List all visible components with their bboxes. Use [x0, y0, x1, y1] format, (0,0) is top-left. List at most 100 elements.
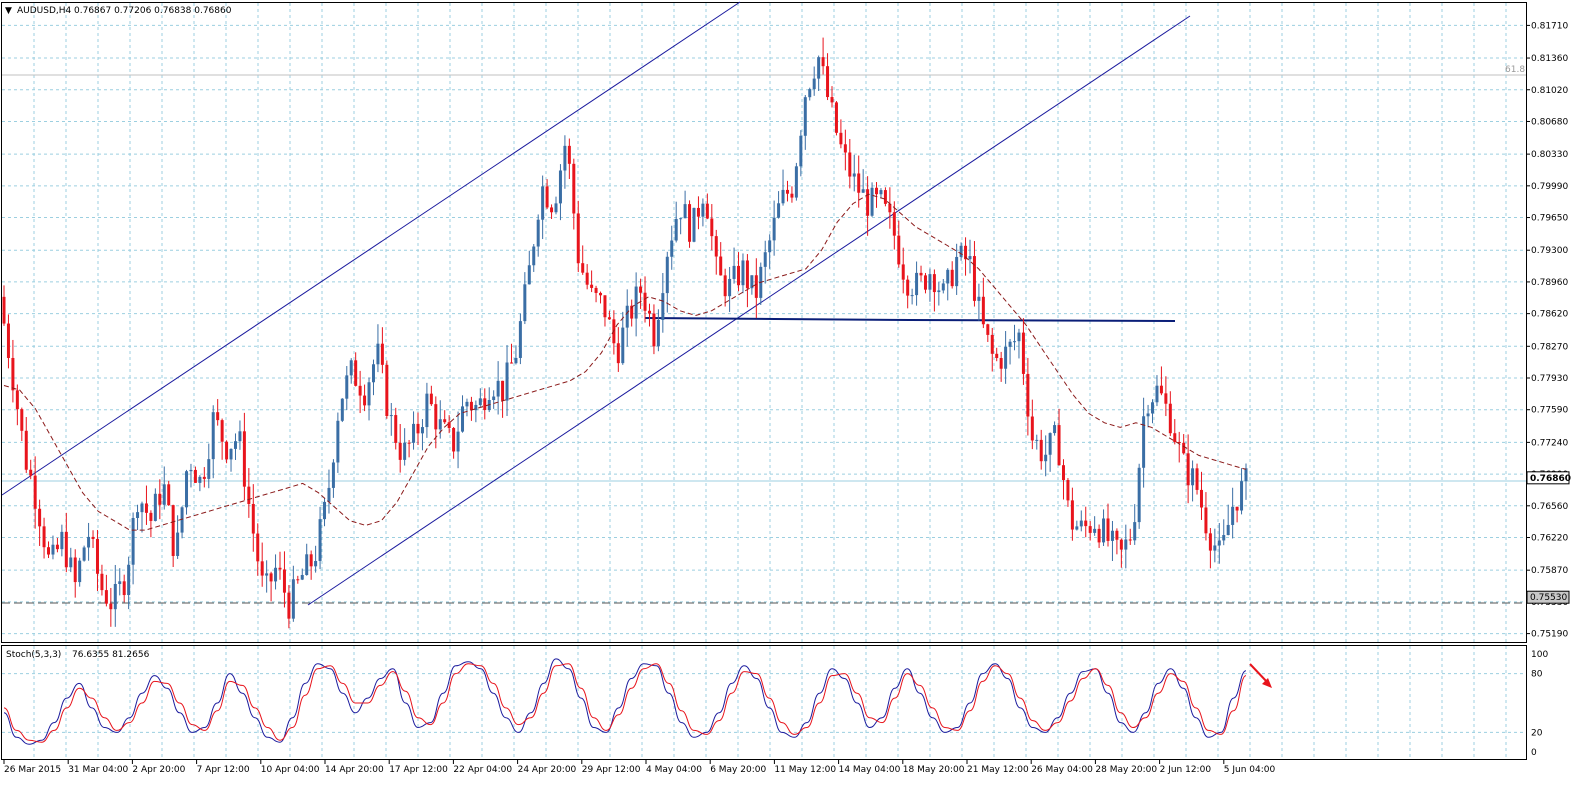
candle-body: [403, 442, 407, 460]
candle-body: [51, 544, 55, 555]
candle-body: [260, 561, 264, 576]
candle-body: [176, 532, 180, 556]
candle-body: [986, 324, 990, 335]
candle-body: [879, 190, 883, 195]
candle-body: [185, 471, 189, 508]
candle-body: [291, 579, 295, 619]
candle-body: [906, 279, 910, 296]
candle-body: [848, 152, 852, 177]
price-marker-label: 0.76860: [1530, 474, 1571, 484]
candle-body: [843, 144, 847, 153]
candle-body: [705, 203, 709, 219]
stoch-main-line: [3, 658, 1247, 745]
candle-body: [385, 364, 389, 417]
candle-body: [434, 404, 438, 430]
candle-body: [367, 382, 371, 406]
stoch-label: Stoch(5,3,3): [6, 650, 61, 660]
candle-body: [803, 97, 807, 136]
candle-body: [652, 313, 656, 347]
candle-body: [567, 145, 571, 164]
main-panel-frame: [1, 2, 1527, 643]
candle-body: [340, 398, 344, 421]
candle-body: [483, 398, 487, 411]
candle-body: [193, 469, 197, 483]
candle-body: [599, 292, 603, 296]
candle-body: [336, 420, 340, 463]
candle-body: [972, 256, 976, 301]
candle-body: [1155, 385, 1159, 403]
candle-body: [1097, 528, 1101, 543]
candle-body: [634, 286, 638, 319]
candle-body: [1084, 520, 1088, 527]
candle-body: [38, 508, 42, 527]
candle-body: [616, 343, 620, 364]
candle-body: [242, 431, 246, 487]
candle-body: [380, 343, 384, 365]
x-axis: 26 Mar 2015 31 Mar 04:00 2 Apr 20:00 7 Apr …: [3, 760, 1276, 775]
candle-body: [104, 590, 108, 604]
candle-body: [1066, 480, 1070, 501]
candle-body: [447, 422, 451, 429]
candle-body: [144, 503, 148, 513]
candle-body: [207, 459, 211, 479]
candle-body: [1088, 526, 1092, 533]
candle-body: [1151, 402, 1155, 414]
candle-body: [153, 493, 157, 521]
candle-body: [1164, 393, 1168, 404]
candle-body: [358, 385, 362, 396]
candle-body: [621, 327, 625, 364]
candle-body: [363, 395, 367, 406]
x-tick-label: 18 May 20:00: [903, 765, 965, 775]
x-tick-label: 26 May 04:00: [1031, 765, 1093, 775]
candle-body: [269, 573, 273, 582]
candle-body: [790, 193, 794, 198]
candle-body: [852, 173, 856, 177]
candle-body: [901, 264, 905, 280]
candle-body: [670, 240, 674, 257]
y-tick-label: 0.79990: [1531, 182, 1568, 192]
candle-body: [1133, 522, 1137, 541]
candle-body: [64, 531, 68, 568]
candle-body: [131, 517, 135, 565]
candle-body: [581, 263, 585, 273]
candle-body: [171, 505, 175, 556]
candle-body: [162, 484, 166, 505]
candle-body: [1030, 416, 1034, 441]
x-tick-label: 14 Apr 20:00: [325, 765, 384, 775]
candle-body: [122, 581, 126, 596]
candle-body: [256, 533, 260, 562]
candle-body: [233, 441, 237, 449]
candle-body: [527, 265, 531, 285]
x-tick-label: 4 May 04:00: [646, 765, 702, 775]
x-tick-label: 29 Apr 12:00: [582, 765, 641, 775]
fib-level-label: 61.8: [1505, 65, 1525, 75]
candle-body: [327, 487, 331, 502]
y-tick-label: 0.80680: [1531, 117, 1568, 127]
candle-body: [1039, 439, 1043, 462]
candle-body: [830, 97, 834, 103]
candle-body: [572, 163, 576, 214]
candle-body: [180, 507, 184, 533]
candle-body: [532, 246, 536, 266]
candle-body: [1017, 332, 1021, 342]
candle-body: [523, 284, 527, 322]
y-tick-label: 0.78620: [1531, 310, 1568, 320]
candle-body: [82, 547, 86, 561]
candle-body: [639, 286, 643, 293]
candle-body: [492, 396, 496, 401]
candle-body: [211, 412, 215, 460]
x-tick-label: 2 Jun 12:00: [1160, 765, 1212, 775]
candle-body: [932, 274, 936, 293]
y-tick-label: 0.78270: [1531, 342, 1568, 352]
candle-body: [808, 89, 812, 98]
candle-body: [728, 278, 732, 297]
stoch-values: 76.6355 81.2656: [72, 650, 150, 660]
candle-body: [309, 554, 313, 567]
candle-body: [42, 526, 46, 548]
candle-body: [29, 469, 33, 476]
candle-body: [723, 275, 727, 297]
x-tick-label: 14 May 04:00: [839, 765, 901, 775]
candle-body: [331, 462, 335, 488]
candle-body: [60, 531, 64, 550]
candle-body: [768, 240, 772, 253]
